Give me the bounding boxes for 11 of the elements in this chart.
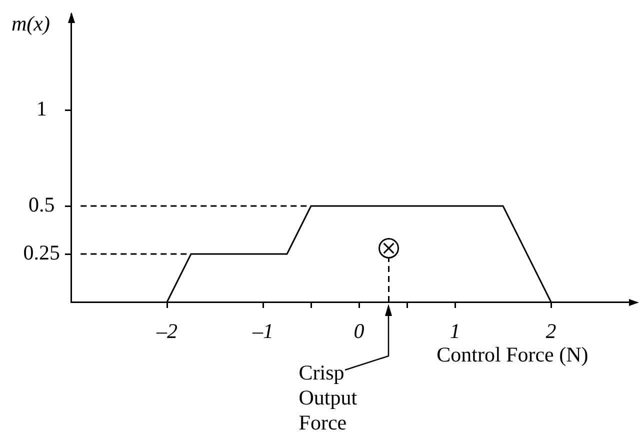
y-tick-label: 0.25	[23, 240, 60, 265]
x-tick-label: –2	[156, 319, 178, 344]
text: Crisp Output Force	[298, 360, 358, 435]
x-tick-label: 1	[450, 319, 460, 344]
y-tick-label: 1	[36, 96, 47, 121]
x-tick-label: –1	[252, 319, 274, 344]
x-tick-label: 0	[354, 319, 365, 344]
y-tick-label: 0.5	[28, 192, 55, 217]
y-axis-title: m(x)	[12, 12, 50, 36]
x-axis-title: Control Force (N)	[436, 342, 588, 367]
x-tick-label: 2	[546, 319, 557, 344]
